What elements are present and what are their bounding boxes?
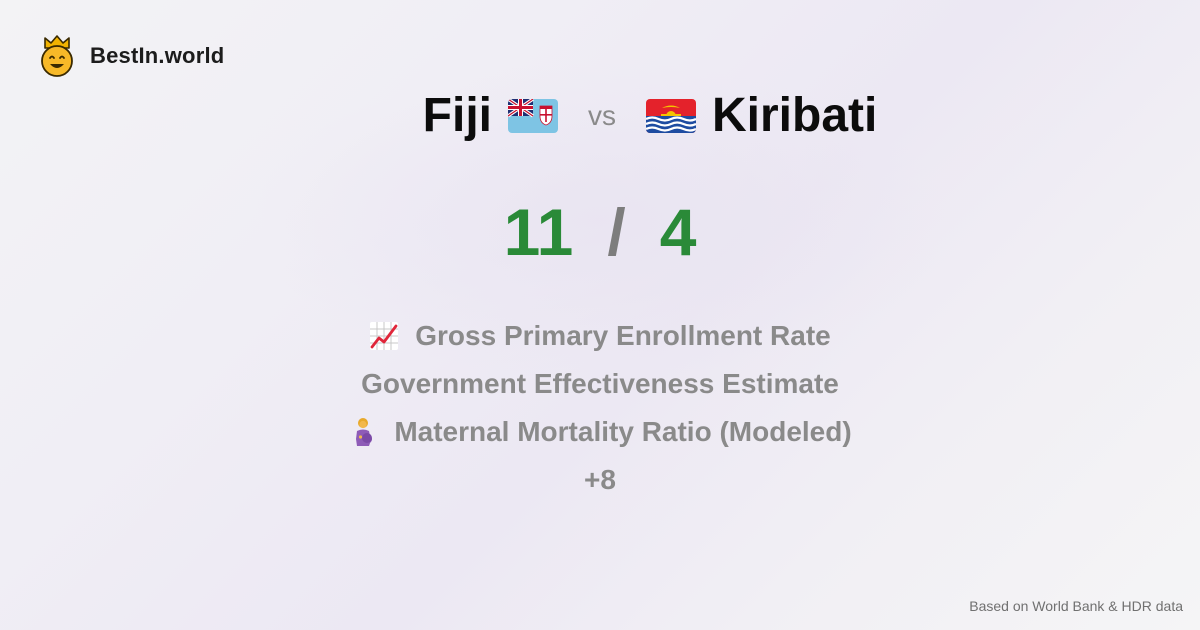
metric-item: +8 — [584, 456, 616, 504]
score-separator: / — [607, 195, 626, 269]
fiji-flag-icon — [507, 99, 558, 133]
metric-list: Gross Primary Enrollment Rate Government… — [0, 312, 1200, 504]
data-source-note: Based on World Bank & HDR data — [969, 598, 1183, 614]
right-score: 4 — [659, 195, 697, 269]
left-country-name: Fiji — [422, 89, 492, 142]
chart-increasing-icon — [370, 322, 399, 350]
score: 11 / 4 — [0, 194, 1200, 270]
crowned-smiley-icon — [41, 35, 73, 77]
vs-separator: vs — [587, 100, 616, 131]
left-score: 11 — [503, 195, 574, 269]
metric-label: Gross Primary Enrollment Rate — [415, 320, 831, 351]
metric-label: Maternal Mortality Ratio (Modeled) — [394, 416, 852, 447]
metric-label: Government Effectiveness Estimate — [361, 368, 839, 399]
brand-name: BestIn.world — [90, 43, 225, 68]
comparison-title: Fiji vs — [0, 88, 1200, 144]
metric-item: Government Effectiveness Estimate — [361, 360, 839, 408]
metric-item: Maternal Mortality Ratio (Modeled) — [348, 408, 852, 456]
pregnant-woman-icon — [356, 418, 373, 446]
more-count: +8 — [584, 464, 616, 495]
metric-item: Gross Primary Enrollment Rate — [369, 312, 831, 360]
brand[interactable]: BestIn.world — [38, 34, 224, 78]
kiribati-flag-icon — [645, 99, 696, 133]
right-country-name: Kiribati — [711, 89, 878, 142]
